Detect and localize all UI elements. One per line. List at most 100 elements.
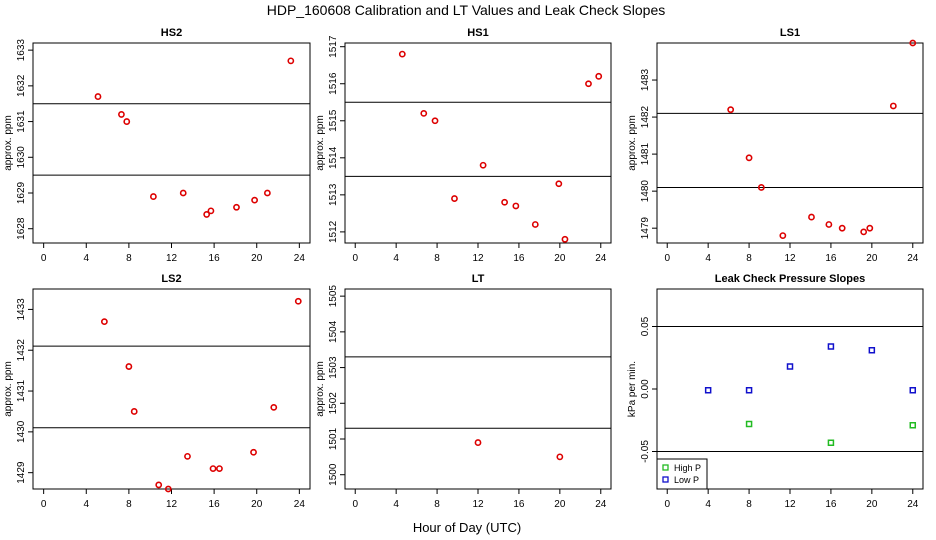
x-tick-label: 20	[251, 253, 263, 264]
x-tick-label: 20	[554, 499, 566, 510]
y-tick-label: 1515	[328, 109, 339, 132]
y-tick-label: 1631	[16, 110, 27, 133]
y-tick-label: 1501	[328, 427, 339, 450]
data-point	[207, 207, 215, 215]
data-point	[868, 347, 876, 354]
y-tick-label: 0.00	[640, 379, 651, 399]
panel-title: HS1	[467, 27, 488, 39]
panel-title: LT	[472, 273, 485, 285]
legend-box	[656, 458, 708, 490]
panel-6: Leak Check Pressure Slopes 0 4 8 12 16 20 24 -0.…	[627, 273, 924, 510]
data-point	[203, 211, 211, 218]
y-axis-label: approx. ppm	[627, 115, 638, 171]
x-tick-label: 4	[393, 499, 399, 510]
x-tick-label: 4	[705, 253, 711, 264]
x-tick-label: 0	[664, 499, 670, 510]
data-point	[149, 193, 157, 200]
x-tick-label: 20	[554, 253, 566, 264]
x-tick-label: 16	[209, 499, 221, 510]
panel-2: HS1 0 4 8 12 16 20 24 1512 1513 1514 1515 1516 1517 ap…	[315, 27, 612, 264]
panel-3: LS1 0 4 8 12 16 20 24 1479 1480 1481 1482 1483 approx…	[627, 27, 924, 264]
y-tick-label: 1479	[640, 217, 651, 240]
y-axis-label: approx. ppm	[315, 361, 326, 417]
x-tick-label: 4	[83, 253, 89, 264]
y-tick-label: 1503	[328, 356, 339, 379]
x-tick-label: 0	[41, 253, 47, 264]
x-tick-label: 8	[434, 499, 440, 510]
data-point	[184, 452, 191, 460]
data-point	[420, 109, 428, 117]
data-point	[251, 196, 258, 204]
x-tick-label: 0	[352, 499, 358, 510]
x-tick-label: 8	[126, 253, 132, 264]
data-point	[479, 161, 487, 169]
y-tick-label: 1514	[328, 146, 339, 169]
x-tick-label: 24	[907, 499, 919, 510]
x-tick-label: 12	[166, 499, 178, 510]
y-tick-label: 1632	[16, 74, 27, 97]
x-tick-label: 8	[126, 499, 132, 510]
data-point	[179, 189, 187, 197]
legend: High P Low P	[656, 458, 708, 490]
data-point	[474, 439, 482, 446]
y-tick-label: 1628	[16, 217, 27, 240]
plot-frame	[32, 42, 311, 244]
data-point	[889, 102, 897, 110]
data-point	[779, 232, 787, 239]
data-point	[123, 118, 131, 125]
x-tick-label: 12	[166, 253, 178, 264]
data-point	[233, 203, 240, 211]
data-point	[757, 184, 765, 191]
y-tick-label: 1517	[328, 35, 339, 58]
data-point	[745, 387, 753, 394]
x-tick-label: 24	[294, 499, 306, 510]
data-point	[808, 213, 815, 221]
x-tick-label: 20	[251, 499, 263, 510]
x-tick-label: 4	[83, 499, 89, 510]
plot-frame	[344, 42, 612, 244]
x-tick-label: 4	[705, 499, 711, 510]
data-point	[909, 387, 917, 394]
y-tick-label: 1504	[328, 320, 339, 343]
data-point	[745, 154, 753, 162]
y-tick-label: 1432	[16, 339, 27, 362]
x-tick-label: 12	[472, 253, 484, 264]
data-point	[595, 72, 603, 80]
y-tick-label: 1429	[16, 461, 27, 484]
data-point	[398, 50, 406, 58]
plot-frame	[32, 288, 311, 490]
panel-1: HS2 0 4 8 12 16 20 24 1628 1629 1630 1631 1632 1633 ap…	[3, 27, 311, 264]
x-tick-label: 0	[664, 253, 670, 264]
x-tick-label: 16	[513, 499, 525, 510]
data-point	[909, 422, 917, 429]
panel-title: HS2	[161, 27, 182, 39]
data-point	[866, 224, 874, 232]
y-tick-label: 1482	[640, 106, 651, 129]
data-point	[270, 403, 278, 411]
legend-label: Low P	[674, 475, 699, 485]
data-point	[155, 481, 163, 489]
y-tick-label: 1633	[16, 39, 27, 62]
y-tick-label: 1430	[16, 420, 27, 443]
y-axis-label: kPa per min.	[627, 361, 638, 417]
data-point	[250, 448, 257, 456]
data-point	[130, 408, 138, 415]
y-axis-label: approx. ppm	[3, 115, 14, 171]
panel-title: LS1	[780, 27, 800, 39]
data-point	[704, 387, 712, 394]
x-tick-label: 16	[513, 253, 525, 264]
data-point	[209, 465, 217, 472]
data-point	[501, 198, 508, 206]
figure-title: HDP_160608 Calibration and LT Values and…	[267, 2, 665, 18]
x-tick-label: 24	[595, 253, 607, 264]
x-tick-label: 16	[825, 499, 837, 510]
data-point	[287, 57, 295, 65]
data-point	[100, 318, 108, 326]
x-tick-label: 20	[866, 499, 878, 510]
data-point	[451, 195, 458, 202]
plot-frame	[344, 288, 612, 490]
panel-title: Leak Check Pressure Slopes	[715, 273, 865, 285]
data-point	[216, 465, 223, 472]
x-tick-label: 8	[746, 253, 752, 264]
x-tick-label: 12	[784, 253, 796, 264]
